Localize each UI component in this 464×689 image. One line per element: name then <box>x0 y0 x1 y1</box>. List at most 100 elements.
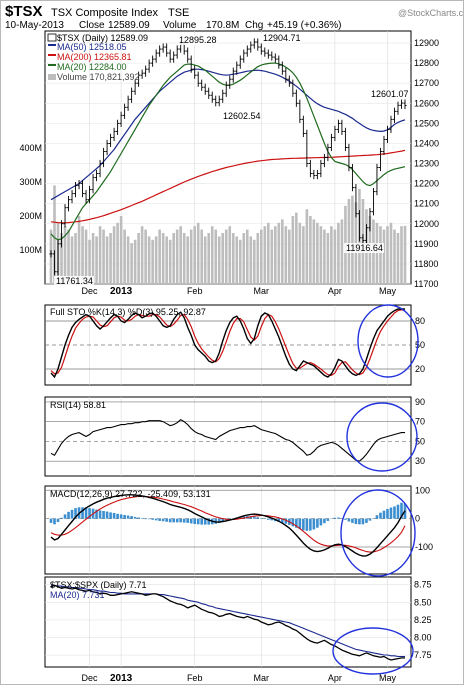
volume-bar <box>383 230 386 284</box>
macd-histogram-bar <box>155 519 158 521</box>
volume-bar <box>285 226 288 284</box>
macd-histogram-bar <box>302 519 305 531</box>
macd-histogram-bar <box>193 519 196 524</box>
legend-ma20-swatch <box>48 64 56 66</box>
volume-bar <box>158 230 161 284</box>
volume-bar <box>207 233 210 284</box>
volume-bar <box>379 226 382 284</box>
exchange-label: TSE <box>168 7 189 19</box>
macd-histogram-bar <box>183 519 186 523</box>
macd-histogram-bar <box>190 519 193 524</box>
macd-histogram-bar <box>148 519 151 520</box>
volume-bar <box>351 196 354 284</box>
macd-histogram-bar <box>267 519 270 520</box>
volume-bar <box>134 240 137 284</box>
volume-bar <box>316 223 319 284</box>
macd-histogram-bar <box>292 519 295 527</box>
macd-histogram-bar <box>67 512 70 519</box>
volume-bar <box>404 226 407 284</box>
index-name: TSX Composite Index <box>51 7 158 19</box>
macd-histogram-bar <box>256 517 259 518</box>
month-tick-label: 2013 <box>110 286 133 297</box>
price-annotation: 12602.54 <box>223 111 261 121</box>
price-annotation: 12904.71 <box>263 33 301 43</box>
volume-bar <box>113 226 116 284</box>
macd-histogram-bar <box>165 519 168 522</box>
price-tick-label: 12500 <box>414 118 439 128</box>
macd-histogram-bar <box>383 511 386 519</box>
macd-histogram-bar <box>99 510 102 518</box>
macd-histogram-bar <box>369 519 372 521</box>
price-annotation: 11761.34 <box>56 276 93 286</box>
macd-histogram-bar <box>151 519 154 520</box>
macd-histogram-bar <box>102 511 105 519</box>
month-tick-label: Dec <box>82 673 99 683</box>
volume-bar <box>204 236 207 284</box>
macd-histogram-bar <box>186 519 189 523</box>
month-tick-label: Apr <box>328 286 342 296</box>
volume-bar <box>214 230 217 284</box>
volume-bar <box>183 233 186 284</box>
volume-bar <box>386 226 389 284</box>
volume-bar <box>348 199 351 284</box>
macd-histogram-bar <box>379 513 382 519</box>
volume-bar <box>306 209 309 284</box>
rsi-tick-label: 70 <box>415 417 425 427</box>
volume-bar <box>106 236 109 284</box>
legend-price-swatch <box>48 34 56 41</box>
price-tick-label: 12200 <box>414 179 439 189</box>
legend-ma200-swatch <box>48 54 56 56</box>
month-tick-label: Mar <box>254 673 270 683</box>
macd-histogram-bar <box>316 519 319 528</box>
macd-histogram-bar <box>309 519 312 531</box>
volume-bar <box>271 230 274 284</box>
macd-histogram-bar <box>158 519 161 521</box>
price-tick-label: 12800 <box>414 58 439 68</box>
price-annotation: 11916.64 <box>346 243 383 253</box>
macd-histogram-bar <box>334 518 337 519</box>
macd-signal-line <box>51 497 405 553</box>
volume-bar <box>200 230 203 284</box>
price-tick-label: 12000 <box>414 219 439 229</box>
volume-bar <box>165 236 168 284</box>
volume-bar <box>249 236 252 284</box>
macd-histogram-bar <box>306 519 309 531</box>
volume-bar <box>400 226 403 284</box>
sto-tick-label: 50 <box>415 340 425 350</box>
volume-bar <box>162 233 165 284</box>
volume-bar <box>278 223 281 284</box>
volume-bar <box>120 216 123 284</box>
macd-histogram-bar <box>176 519 179 523</box>
price-tick-label: 11700 <box>414 279 438 289</box>
close-label: Close <box>79 20 105 31</box>
macd-histogram-bar <box>134 517 137 519</box>
volume-bar <box>179 226 182 284</box>
macd-tick-label: -100 <box>415 542 433 552</box>
volume-tick-label: 100M <box>19 245 42 255</box>
macd-histogram-bar <box>53 519 56 525</box>
volume-bar <box>193 226 196 284</box>
ratio-tick-label: 7.75 <box>414 650 432 660</box>
volume-bar <box>95 236 98 284</box>
volume-bar <box>218 236 221 284</box>
macd-histogram-bar <box>106 512 109 519</box>
volume-bar <box>397 233 400 284</box>
macd-histogram-bar <box>386 509 389 519</box>
ratio-tick-label: 8.25 <box>414 615 432 625</box>
volume-bar <box>190 230 193 284</box>
volume-tick-label: 300M <box>19 177 42 187</box>
macd-histogram-bar <box>113 513 116 519</box>
price-tick-label: 12100 <box>414 199 439 209</box>
macd-histogram-bar <box>169 519 172 523</box>
volume-bar <box>102 230 105 284</box>
volume-bar <box>260 230 263 284</box>
macd-histogram-bar <box>344 519 347 520</box>
sto-title: Full STO %K(14,3) %D(3) 95.25, 92.87 <box>50 307 206 317</box>
ratio-tick-label: 8.00 <box>414 632 432 642</box>
legend-ma50-swatch <box>48 44 56 46</box>
macd-histogram-bar <box>64 514 67 518</box>
volume-bar <box>137 233 140 284</box>
macd-histogram-bar <box>197 519 200 525</box>
volume-bar <box>155 236 158 284</box>
macd-histogram-bar <box>351 519 354 523</box>
